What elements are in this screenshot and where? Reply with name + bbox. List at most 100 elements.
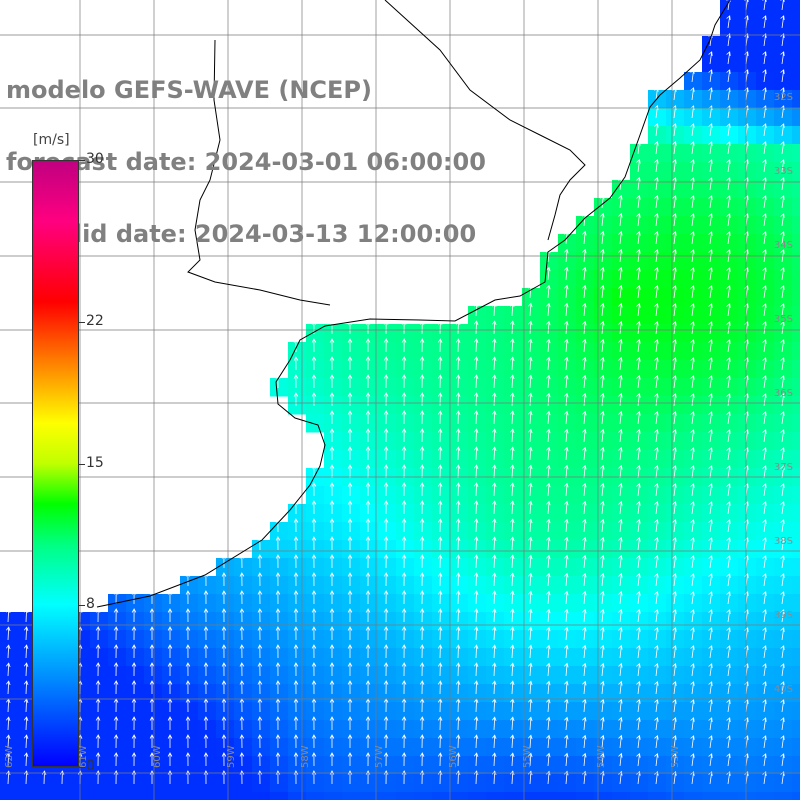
wind-cell (378, 396, 397, 415)
wind-cell (162, 720, 181, 739)
wind-cell (522, 774, 541, 793)
wind-arrow (690, 465, 695, 479)
wind-arrow (618, 536, 623, 551)
wind-arrow (780, 573, 785, 587)
wind-cell (396, 432, 415, 451)
wind-arrow (293, 626, 299, 641)
wind-arrow (293, 356, 299, 371)
wind-cell (792, 252, 800, 271)
wind-cell (18, 720, 37, 739)
wind-arrow (365, 662, 371, 677)
wind-cell (738, 162, 757, 181)
wind-arrow (347, 590, 353, 604)
wind-arrow (329, 410, 335, 424)
wind-arrow (239, 662, 245, 677)
wind-arrow (491, 608, 497, 623)
wind-arrow (582, 644, 587, 659)
wind-arrow (275, 554, 281, 569)
wind-arrow (780, 411, 785, 425)
wind-cell (720, 648, 739, 667)
wind-arrow (672, 465, 677, 479)
wind-cell (414, 342, 433, 361)
wind-arrow (167, 644, 173, 658)
wind-cell (432, 450, 451, 469)
wind-cell (738, 36, 757, 55)
wind-cell (468, 630, 487, 649)
wind-cell (792, 774, 800, 793)
wind-arrow (203, 716, 209, 731)
wind-cell (630, 684, 649, 703)
wind-arrow (690, 339, 695, 353)
wind-cell (18, 774, 37, 793)
wind-cell (792, 342, 800, 361)
wind-arrow (311, 392, 317, 407)
wind-arrow (780, 501, 785, 515)
wind-cell (576, 630, 595, 649)
wind-cell (360, 630, 379, 649)
wind-cell (738, 738, 757, 757)
wind-cell (576, 702, 595, 721)
wind-cell (324, 756, 343, 775)
wind-arrow (491, 374, 497, 389)
wind-arrow (293, 536, 299, 551)
wind-cell (558, 234, 577, 253)
latitude-label: 36S (774, 388, 793, 399)
wind-arrow (329, 446, 335, 460)
wind-cell (630, 450, 649, 469)
wind-cell (432, 576, 451, 595)
wind-arrow (329, 338, 335, 352)
wind-cell (342, 432, 361, 451)
wind-cell (234, 756, 253, 775)
wind-cell (288, 576, 307, 595)
wind-cell (756, 252, 775, 271)
wind-cell (360, 612, 379, 631)
wind-cell (486, 414, 505, 433)
wind-arrow (383, 644, 389, 659)
wind-arrow (780, 159, 785, 173)
wind-arrow (365, 482, 371, 497)
wind-cell (756, 702, 775, 721)
wind-cell (360, 648, 379, 667)
wind-cell (306, 720, 325, 739)
wind-cell (306, 342, 325, 361)
wind-cell (414, 720, 433, 739)
wind-arrow (564, 302, 569, 317)
wind-cell (378, 342, 397, 361)
wind-cell (522, 522, 541, 541)
wind-cell (594, 432, 613, 451)
wind-cell (450, 738, 469, 757)
wind-cell (162, 666, 181, 685)
wind-cell (666, 540, 685, 559)
wind-cell (360, 486, 379, 505)
wind-cell (558, 324, 577, 343)
wind-cell (234, 594, 253, 613)
wind-cell (576, 684, 595, 703)
wind-cell (450, 558, 469, 577)
wind-arrow (582, 680, 587, 695)
wind-arrow (365, 392, 371, 407)
wind-cell (468, 612, 487, 631)
wind-arrow (762, 627, 767, 641)
wind-cell (612, 774, 631, 793)
wind-cell (504, 576, 523, 595)
wind-arrow (275, 590, 281, 605)
wind-cell (594, 738, 613, 757)
wind-cell (702, 432, 721, 451)
wind-cell (270, 648, 289, 667)
wind-arrow (762, 177, 767, 191)
wind-cell (630, 324, 649, 343)
wind-arrow (473, 572, 479, 587)
wind-arrow (762, 321, 767, 335)
wind-arrow (762, 33, 767, 47)
wind-arrow (311, 626, 317, 641)
wind-arrow (491, 320, 497, 335)
wind-cell (0, 612, 19, 631)
wind-cell (738, 504, 757, 523)
wind-arrow (473, 446, 479, 461)
wind-cell (756, 288, 775, 307)
wind-cell (504, 720, 523, 739)
wind-cell (378, 432, 397, 451)
wind-arrow (491, 338, 497, 353)
wind-cell (774, 756, 793, 775)
wind-arrow (239, 608, 245, 623)
